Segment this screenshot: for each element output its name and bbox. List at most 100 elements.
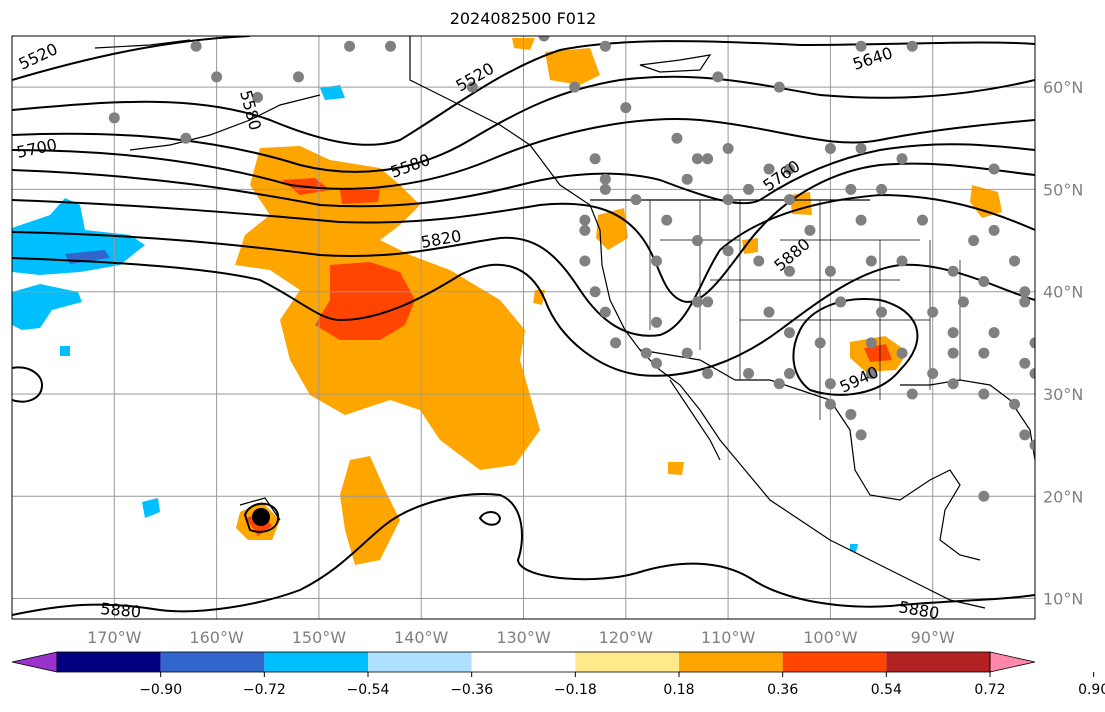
colorbar-tick-label: −0.72 [243,682,286,698]
map-frame [11,35,1036,620]
station-dot [650,255,662,267]
station-dot [814,337,826,349]
station-dot [855,40,867,52]
lon-tick-label: 110°W [701,628,756,647]
station-dot [906,40,918,52]
alaska-north-coast [94,39,191,49]
station-dot [845,408,857,420]
contour-line [12,75,1035,173]
station-dot [824,265,836,277]
colorbar-tick-label: 0.90 [1078,682,1105,698]
contour-line [243,502,280,533]
lat-tick-label: 50°N [1043,180,1083,199]
station-dot [865,255,877,267]
station-dot [773,81,785,93]
lon-tick-label: 170°W [87,628,142,647]
colorbar-tick-label: −0.54 [347,682,390,698]
station-dot [180,132,192,144]
station-dot [783,194,795,206]
positive-anomaly-area [545,48,600,85]
lon-tick-label: 90°W [911,628,955,647]
station-dot [753,255,765,267]
station-dot [968,235,980,247]
station-dot [1019,296,1031,308]
lat-tick-label: 20°N [1043,487,1083,506]
colorbar-tick-label: −0.90 [139,682,182,698]
positive-anomaly-area [596,208,628,250]
station-dot [292,71,304,83]
colorbar-tick-label: 0.36 [767,682,798,698]
station-dot [978,275,990,287]
lon-tick-label: 120°W [599,628,654,647]
lon-tick-label: 130°W [496,628,551,647]
contour-line [12,162,1035,303]
station-dot [385,40,397,52]
station-dot [947,347,959,359]
station-dot [579,224,591,236]
station-dot [108,112,120,124]
station-dot [1009,398,1021,410]
station-dot [1029,337,1035,349]
station-dot [190,40,202,52]
colorbar-segment [471,652,576,672]
contour-line [12,524,386,616]
positive-anomaly-area [742,238,758,254]
station-dot [671,132,683,144]
negative-anomaly-area [142,498,160,518]
coastlines [94,36,1035,609]
station-dot [876,306,888,318]
station-dot [1029,368,1035,380]
station-dot [712,71,724,83]
station-dot [865,337,877,349]
us-mexico-border [639,349,736,381]
negative-anomaly-area [12,198,145,275]
station-dot [599,306,611,318]
contour-line [792,298,919,396]
map-title: 2024082500 F012 [449,9,597,28]
colorbar-segment [886,652,990,672]
colorbar-segment [57,652,161,672]
station-dot [763,306,775,318]
contour-line [478,511,502,526]
station-dot [599,173,611,185]
station-dot [681,173,693,185]
station-dot [763,163,775,175]
negative-anomaly-area [320,85,345,100]
station-dot [691,296,703,308]
lat-tick-label: 60°N [1043,78,1083,97]
lon-tick-label: 100°W [803,628,858,647]
contour-line [12,118,1035,190]
station-dot [599,40,611,52]
station-dot [783,265,795,277]
station-dot [344,40,356,52]
contour-line [12,257,1035,377]
positive-anomaly-area [970,185,1002,218]
negative-anomaly-area [60,346,70,356]
station-dot [630,194,642,206]
hudson-bay-island [639,54,712,73]
hawaii-islands [239,497,281,521]
station-dot [783,368,795,380]
lat-tick-label: 40°N [1043,283,1083,302]
station-dot [988,224,1000,236]
station-dot [702,296,714,308]
height-contours [12,36,1035,616]
contour-line [12,143,1035,208]
lon-tick-label: 160°W [189,628,244,647]
station-dot [722,245,734,257]
station-markers [108,36,1035,502]
contour-line [12,366,44,403]
colorbar-tick-label: −0.18 [554,682,597,698]
station-dot [804,224,816,236]
station-dot [620,102,632,114]
station-dot [702,153,714,165]
contour-label: 5940 [837,362,882,396]
station-dot [702,368,714,380]
colorbar-frame [56,651,991,673]
station-dot [640,347,652,359]
alaska-coast [129,94,321,151]
colorbar-tick-label: −0.36 [450,682,493,698]
station-dot [927,368,939,380]
colorbar-segment [160,652,265,672]
